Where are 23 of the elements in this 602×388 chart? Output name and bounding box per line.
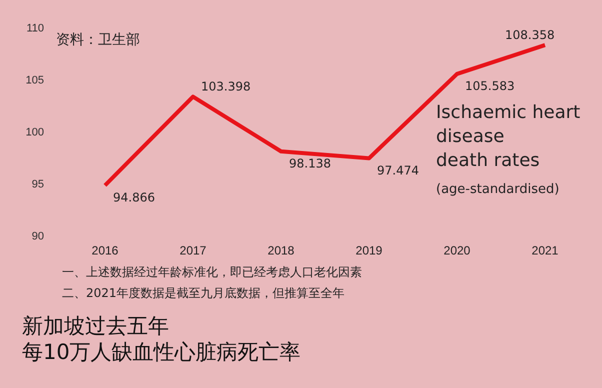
- data-label: 94.866: [113, 190, 155, 204]
- data-label: 98.138: [289, 156, 331, 170]
- data-label: 108.358: [505, 28, 555, 42]
- text: 一、上述数据经过年龄标准化，即已经考虑人口老化因素: [62, 265, 362, 279]
- y-tick-label: 105: [26, 74, 44, 87]
- data-label: 97.474: [377, 163, 419, 178]
- y-tick-label: 90: [32, 230, 44, 243]
- x-tick-label: 2021: [532, 244, 559, 258]
- x-tick-label: 2018: [268, 244, 295, 258]
- data-label: 103.398: [201, 80, 251, 94]
- y-tick-label: 95: [32, 178, 44, 191]
- text: Ischaemic heart disease death rates: [436, 102, 580, 171]
- annotation: 资料：卫生部: [56, 32, 140, 48]
- x-tick-label: 2016: [92, 244, 119, 258]
- y-tick-label: 110: [26, 22, 44, 35]
- x-tick-label: 2019: [356, 244, 383, 258]
- x-tick-label: 2017: [180, 244, 207, 258]
- y-tick-label: 100: [26, 126, 44, 139]
- x-tick-label: 2020: [444, 244, 471, 258]
- annotation: (age-standardised): [436, 182, 560, 197]
- data-label: 105.583: [465, 78, 515, 93]
- text: 二、2021年度数据是截至九月底数据，但推算至全年: [62, 286, 345, 300]
- text: 新加坡过去五年每10万人缺血性心脏病死亡率: [22, 314, 301, 364]
